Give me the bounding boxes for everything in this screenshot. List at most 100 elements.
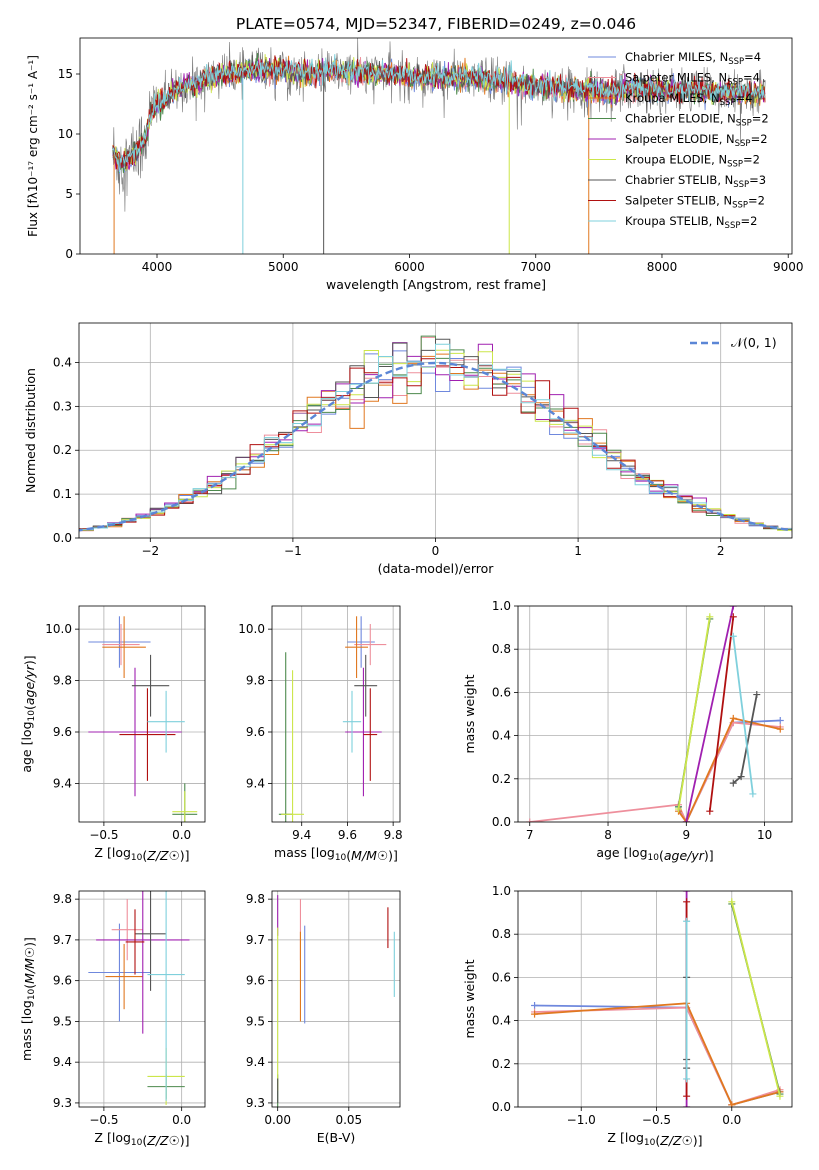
- mass-weight-marker: [683, 1092, 691, 1100]
- y-tick-label: 10: [58, 127, 73, 141]
- plot-content: [112, 38, 766, 254]
- axes-frame: [517, 605, 793, 823]
- axes-frame: [78, 890, 206, 1108]
- panel-age-vs-z: −0.5 0.09.49.69.810.0 Z [log10(Z/Z☉)] age […: [19, 605, 206, 863]
- y-tick-label: 15: [58, 67, 73, 81]
- x-tick-label: 5000: [268, 260, 299, 274]
- mass-weight-marker: [674, 805, 682, 813]
- x-tick-label: 9.4: [292, 828, 311, 842]
- legend-subscript: SSP: [728, 57, 744, 67]
- grid: [79, 891, 205, 1107]
- label-italic: M/M☉: [22, 947, 37, 984]
- y-tick-label: 0.2: [53, 443, 72, 457]
- legend-count: =2: [751, 132, 768, 146]
- ticks: 7 8 9 10 0.0 0.2 0.4 0.6 0.8 1.0: [492, 599, 772, 842]
- legend-name: Salpeter ELODIE, N: [625, 132, 735, 146]
- x-axis-label: mass [log10(M/M☉)]: [274, 845, 398, 863]
- x-tick-label: 0.0: [172, 828, 191, 842]
- mass-weight-marker: [728, 1101, 736, 1107]
- panels: 4000 5000 6000 7000 8000 9000051015wavelength…: [19, 37, 803, 1148]
- x-tick-label: 0.00: [264, 1113, 291, 1127]
- y-tick-label: 0.0: [53, 531, 72, 545]
- plot-content: [277, 895, 395, 1107]
- y-tick-label: 9.6: [246, 725, 265, 739]
- x-tick-label: −1.0: [567, 1113, 596, 1127]
- x-tick-label: 9.6: [338, 828, 357, 842]
- legend-subscript: SSP: [725, 221, 741, 231]
- plot-area: [79, 891, 205, 1107]
- mass-weight-line: [529, 721, 781, 822]
- label-text: age [: [596, 845, 628, 860]
- x-tick-label: 9.8: [384, 828, 403, 842]
- panel-mass-vs-z: −0.5 0.09.39.49.59.69.79.8Z [log10(Z/Z☉)]…: [19, 890, 206, 1148]
- mass-weight-line: [677, 616, 711, 810]
- plot-content: [531, 891, 784, 1107]
- label-text: age [: [19, 741, 34, 773]
- label-text: Normed distribution: [23, 368, 38, 493]
- y-tick-label: 9.7: [246, 933, 265, 947]
- x-tick-label: 10: [757, 828, 772, 842]
- label-text: (: [655, 1133, 660, 1148]
- y-axis-label: Flux [fλ10⁻¹⁷ erg cm⁻² s⁻¹ A⁻¹]: [26, 55, 40, 237]
- legend-count: =2: [743, 153, 760, 167]
- ticks: −0.5 0.0 9.4 9.6 9.8 10.0: [45, 622, 191, 842]
- axes-frame: [271, 890, 401, 1108]
- mass-weight-marker: [683, 1103, 691, 1107]
- axes-frame: [517, 890, 793, 1108]
- label-italic: Z/Z☉: [146, 1133, 180, 1148]
- y-tick-label: 10.0: [238, 622, 265, 636]
- label-text: mass weight: [462, 959, 477, 1038]
- label-text: log: [625, 1130, 644, 1145]
- legend-name: Salpeter MILES, N: [625, 71, 727, 85]
- label-text: log: [112, 1130, 131, 1145]
- grid: [272, 606, 400, 822]
- y-axis-label: mass [log10(M/M☉)]: [19, 937, 37, 1061]
- label-text: )]: [180, 1133, 190, 1148]
- label-text: log: [19, 721, 34, 740]
- plot-content: [79, 335, 792, 533]
- label-subscript: 10: [27, 988, 37, 1000]
- mass-weight-marker: [776, 716, 784, 724]
- panel-massweight-vs-z: −1.0 −0.5 0.0 0.0 0.2 0.4 0.6 0.8 1.0 Z [log10(Z/…: [462, 884, 793, 1148]
- label-text: Z [: [607, 1130, 624, 1145]
- y-axis-label: mass weight: [462, 674, 477, 753]
- x-axis-label: Z [log10(Z/Z☉)]: [94, 845, 189, 863]
- label-text: log: [19, 1000, 34, 1019]
- mass-weight-marker: [737, 773, 745, 781]
- label-text: Z [: [94, 1130, 111, 1145]
- model-spectrum-line: [112, 54, 766, 173]
- x-axis-label: Z [log10(Z/Z☉)]: [607, 1130, 702, 1148]
- panel-age-vs-mass: 9.4 9.6 9.8 9.4 9.6 9.8 10.0 mass [log10(M/M☉)]: [238, 605, 403, 863]
- y-tick-label: 9.4: [53, 1055, 72, 1069]
- y-tick-label: 1.0: [492, 884, 511, 898]
- y-tick-label: 0.8: [492, 927, 511, 941]
- label-italic: age/yr: [664, 848, 705, 863]
- plot-content: [526, 606, 784, 822]
- y-tick-label: 0.4: [492, 729, 511, 743]
- label-subscript: 10: [335, 853, 347, 863]
- mass-weight-marker: [526, 818, 534, 822]
- label-text: )]: [704, 848, 714, 863]
- legend-subscript: SSP: [732, 201, 748, 211]
- y-tick-label: 9.8: [53, 674, 72, 688]
- plot-area: [518, 606, 792, 822]
- y-tick-label: 9.4: [246, 1055, 265, 1069]
- x-tick-label: 8000: [647, 260, 678, 274]
- label-text: )]: [22, 937, 37, 947]
- label-text: (: [22, 984, 37, 989]
- y-tick-label: 9.6: [246, 974, 265, 988]
- legend-entry: Kroupa STELIB, NSSP=2: [625, 214, 757, 231]
- label-subscript: 10: [131, 853, 143, 863]
- y-tick-label: 0.0: [492, 1100, 511, 1114]
- y-tick-label: 9.5: [246, 1014, 265, 1028]
- legend-entry: Chabrier STELIB, NSSP=3: [625, 173, 766, 190]
- y-tick-label: 0.2: [492, 1057, 511, 1071]
- x-axis-label: wavelength [Angstrom, rest frame]: [326, 277, 546, 292]
- legend-subscript: SSP: [735, 139, 751, 149]
- y-axis-label: age [log10(age/yr)]: [19, 655, 37, 772]
- model-spectrum-line: [112, 54, 766, 170]
- mass-weight-line: [534, 1002, 781, 1106]
